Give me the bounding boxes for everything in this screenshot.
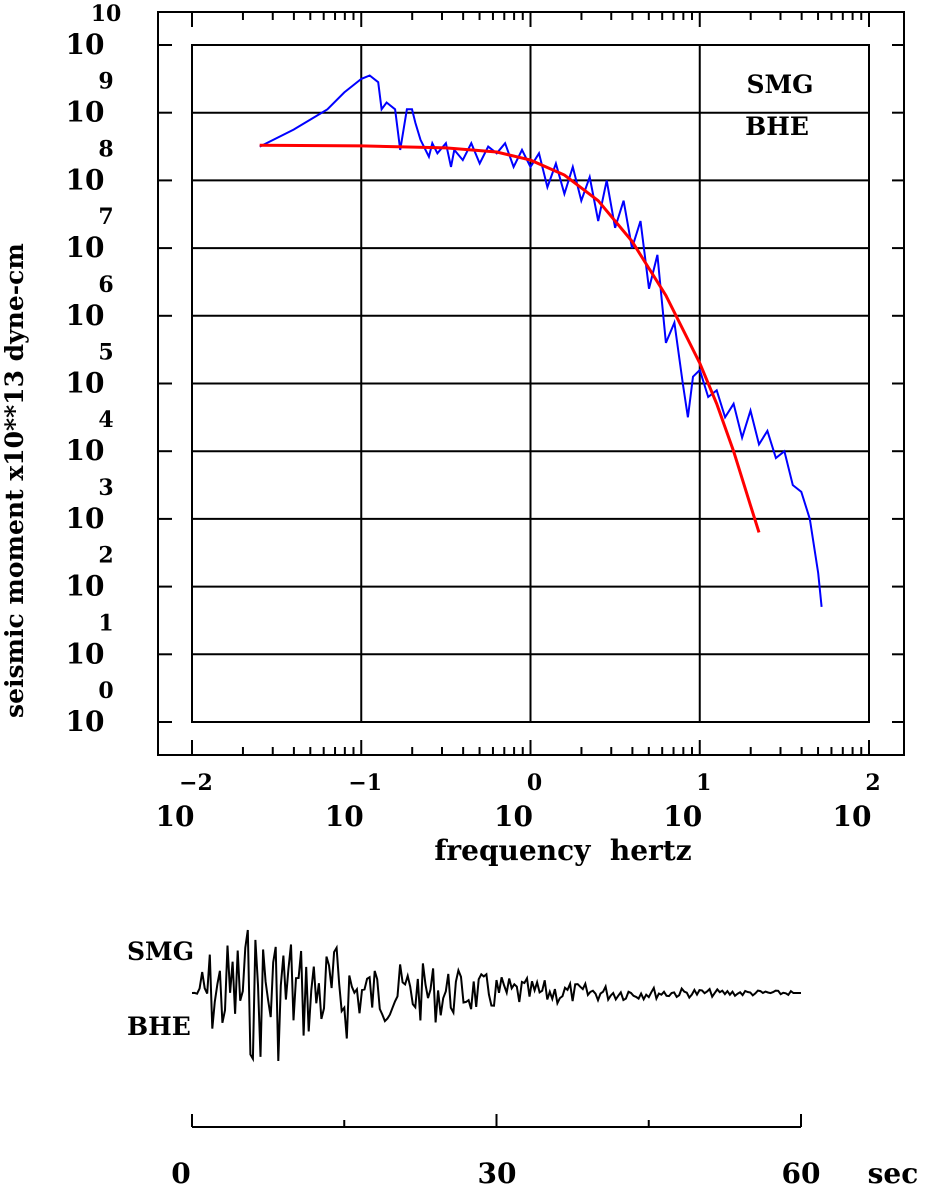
x-tick-label-base: 10 (833, 800, 872, 833)
x-tick-label-exponent: −2 (179, 770, 213, 796)
grid (192, 45, 869, 722)
x-tick-label-exponent: −1 (348, 770, 382, 796)
y-tick-label-exponent: 6 (98, 272, 113, 298)
y-tick-label-base: 10 (66, 367, 105, 400)
x-tick-label-exponent: 2 (865, 770, 880, 796)
x-tick-label-base: 10 (156, 800, 195, 833)
y-tick-label-base: 10 (66, 637, 105, 670)
station-label: SMG (746, 70, 813, 99)
x-tick-label-base: 10 (325, 800, 364, 833)
time-tick-0: 0 (171, 1157, 190, 1184)
x-axis-label: frequency hertz (434, 834, 691, 867)
y-tick-label-base: 10 (66, 28, 105, 61)
y-tick-label-exponent: 4 (98, 407, 113, 433)
y-tick-label-exponent: 2 (98, 543, 113, 569)
y-tick-label-base: 10 (66, 163, 105, 196)
y-tick-label-exponent: 0 (98, 678, 113, 704)
y-tick-label-exponent: 8 (98, 136, 113, 162)
component-label: BHE (745, 112, 809, 141)
x-tick-label-base: 10 (494, 800, 533, 833)
y-tick-label-base: 10 (66, 231, 105, 264)
x-tick-label-base: 10 (663, 800, 702, 833)
x-tick-label-exponent: 0 (527, 770, 542, 796)
time-ticks (191, 1114, 802, 1127)
x-ticks (191, 12, 870, 755)
time-unit-label: sec (868, 1157, 919, 1184)
y-tick-label-exponent: 3 (98, 475, 113, 501)
y-tick-label-base: 10 (66, 705, 105, 738)
y-ticks (158, 44, 904, 723)
y-tick-label-exponent: 9 (98, 69, 113, 95)
y-tick-label-exponent: 10 (91, 1, 122, 27)
seismogram-station-label: SMG (127, 937, 194, 966)
y-tick-label-exponent: 7 (98, 204, 113, 230)
time-tick-60: 60 (782, 1157, 821, 1184)
y-tick-label-exponent: 5 (98, 340, 113, 366)
y-axis-label: seismic moment x10**13 dyne-cm (0, 243, 29, 718)
y-tick-label-base: 10 (66, 96, 105, 129)
model-fit-series (259, 143, 761, 533)
y-tick-label-base: 10 (66, 299, 105, 332)
y-tick-label-base: 10 (66, 502, 105, 535)
spectrum-series (259, 74, 823, 608)
seismogram-trace (191, 929, 801, 1063)
y-tick-label-base: 10 (66, 434, 105, 467)
y-tick-label-exponent: 1 (98, 610, 113, 636)
time-tick-30: 30 (478, 1157, 517, 1184)
seismogram-component-label: BHE (127, 1012, 191, 1041)
x-tick-label-exponent: 1 (696, 770, 711, 796)
x-tick-labels: −2 10 −1 10 0 10 1 10 2 10 (156, 770, 881, 833)
y-tick-label-base: 10 (66, 570, 105, 603)
